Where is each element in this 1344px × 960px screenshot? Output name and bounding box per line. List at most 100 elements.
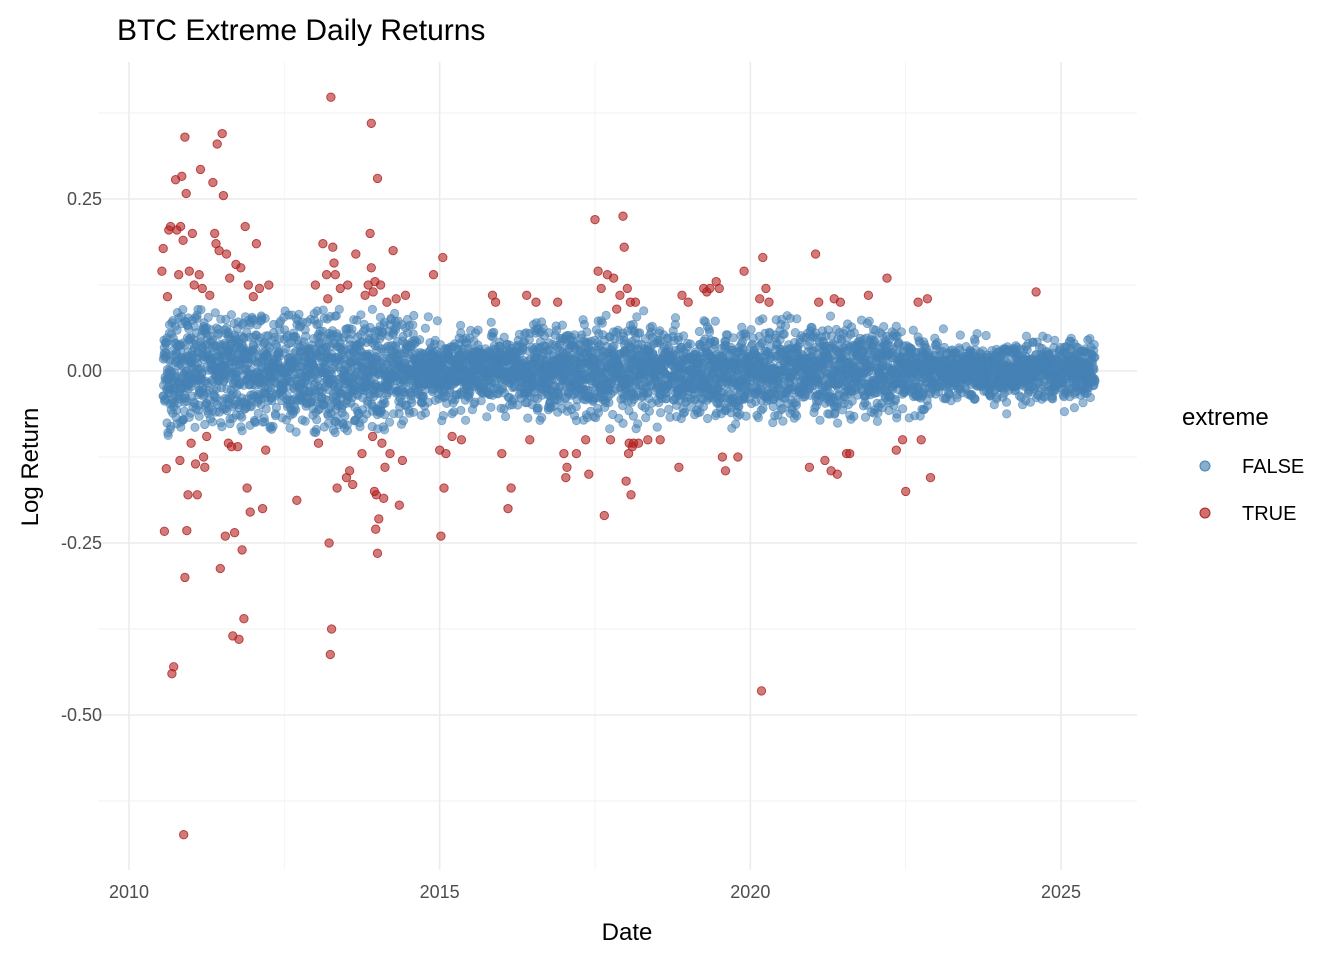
point-false	[456, 405, 466, 415]
point-false	[291, 405, 301, 415]
point-false	[825, 311, 836, 321]
point-false	[758, 403, 768, 414]
point-false	[237, 412, 247, 422]
point-false	[898, 404, 908, 414]
point-false	[655, 408, 666, 418]
point-false	[652, 422, 662, 432]
point-false	[792, 314, 802, 324]
point-false	[318, 305, 328, 315]
point-false	[632, 312, 642, 322]
point-false	[981, 330, 991, 341]
point-false	[832, 418, 843, 428]
point-false	[685, 339, 696, 349]
point-false	[423, 312, 433, 322]
data-points	[157, 92, 1100, 840]
point-false	[334, 304, 344, 314]
point-false	[557, 320, 568, 330]
point-false	[730, 419, 741, 429]
point-false	[420, 408, 431, 418]
point-false	[355, 421, 365, 432]
point-false	[210, 308, 220, 318]
point-false	[710, 316, 720, 326]
point-false	[523, 413, 533, 423]
point-false	[380, 409, 390, 420]
point-false	[486, 402, 496, 412]
point-false	[710, 336, 720, 347]
point-false	[291, 427, 301, 437]
point-false	[741, 411, 751, 421]
point-false	[356, 310, 366, 320]
point-false	[398, 415, 408, 426]
point-false	[633, 419, 643, 429]
point-false	[311, 424, 321, 435]
point-false	[301, 331, 311, 341]
point-false	[340, 411, 350, 421]
point-false	[778, 416, 788, 426]
point-false	[259, 417, 270, 427]
point-false	[271, 402, 281, 413]
point-false	[330, 427, 340, 438]
point-false	[1050, 335, 1060, 345]
point-false	[500, 411, 511, 422]
point-false	[415, 335, 425, 345]
point-false	[409, 310, 419, 321]
point-false	[644, 406, 655, 416]
point-false	[408, 320, 418, 330]
point-false	[647, 321, 657, 331]
point-false	[791, 400, 802, 410]
point-false	[618, 418, 628, 428]
point-false	[1001, 397, 1012, 407]
point-false	[601, 310, 611, 320]
point-false	[597, 318, 607, 328]
point-false	[728, 333, 738, 343]
point-false	[237, 426, 247, 436]
point-false	[758, 314, 768, 324]
point-false	[779, 329, 789, 339]
point-false	[537, 412, 547, 423]
point-false	[694, 326, 705, 337]
point-false	[678, 331, 689, 341]
point-false	[300, 416, 310, 426]
point-false	[628, 411, 639, 421]
point-false	[190, 422, 200, 432]
point-false	[923, 401, 933, 411]
point-false	[486, 317, 496, 327]
point-false	[1021, 331, 1032, 341]
point-false	[342, 426, 352, 436]
point-false	[268, 421, 278, 432]
point-false	[178, 304, 188, 315]
point-false	[704, 327, 715, 337]
point-false	[203, 312, 213, 322]
point-false	[1002, 409, 1012, 419]
point-false	[438, 410, 448, 421]
point-false	[432, 316, 442, 326]
point-false	[664, 404, 674, 414]
point-false	[226, 310, 236, 320]
point-false	[489, 327, 499, 337]
point-false	[970, 337, 980, 347]
point-false	[312, 415, 322, 425]
point-false	[407, 397, 417, 408]
point-false	[702, 413, 713, 424]
point-false	[746, 324, 756, 335]
point-false	[476, 396, 486, 406]
point-false	[533, 403, 543, 413]
point-false	[970, 394, 980, 404]
point-false	[670, 313, 681, 323]
point-false	[367, 304, 377, 314]
point-false	[849, 411, 859, 421]
point-false	[379, 425, 390, 435]
point-false	[780, 321, 791, 331]
point-false	[380, 398, 390, 408]
point-false	[194, 411, 204, 421]
point-false	[872, 416, 883, 426]
point-false	[639, 306, 649, 316]
point-false	[605, 424, 615, 434]
point-false	[294, 309, 304, 319]
point-false	[482, 412, 492, 422]
point-false	[217, 421, 227, 432]
point-false	[938, 324, 949, 334]
point-false	[389, 308, 400, 319]
point-false	[208, 417, 218, 427]
